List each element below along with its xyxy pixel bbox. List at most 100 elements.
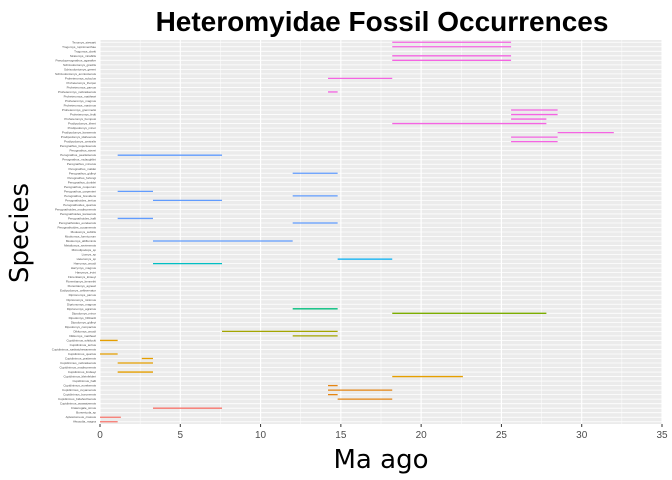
y-tick-label: Cupidinimus_prattensis <box>65 356 97 360</box>
x-tick-label: 10 <box>255 430 267 441</box>
y-tick-label: Craterogale_simus <box>71 406 97 410</box>
y-tick-label: Perognathus_coquorum <box>64 185 97 189</box>
y-tick-label: Alwoodia_magna <box>73 420 96 424</box>
y-tick-label: Proheteromys_bumpusi <box>64 117 96 121</box>
y-tick-label: Liomys_sp <box>82 253 97 257</box>
y-tick-label: Proheteromys_nebraskensis <box>58 90 97 94</box>
y-tick-label: Schizodontomys_greeni <box>64 67 96 71</box>
x-axis-ticks: 0 5 10 15 20 25 30 35 <box>97 424 668 441</box>
y-tick-label: Perognathus_furlongi <box>67 176 96 180</box>
segments <box>100 41 614 423</box>
y-tick-label: Florentiamys_kinseyi <box>68 275 96 279</box>
y-tick-label: Cupidinimus_avawatzensis <box>60 402 97 406</box>
y-tick-label: Metaliomys_sevierensis <box>64 244 96 248</box>
y-tick-label: Cupidinimus_eurekensis <box>63 384 96 388</box>
x-tick-label: 5 <box>178 430 184 441</box>
y-tick-label: Cupidinimus_madisonensis <box>59 366 96 370</box>
x-axis-title: Ma ago <box>334 445 429 475</box>
y-tick-label: Florentiamys_kennethi <box>66 280 97 284</box>
y-tick-label: Cupidinimus_boronensis <box>63 393 96 397</box>
y-tick-label: Prodipodomys_tiheni <box>68 122 96 126</box>
y-tick-label: Cupidinimus_quartus <box>68 352 97 356</box>
y-tick-label: Dipodomys_gidleyi <box>71 320 97 324</box>
x-tick-label: 15 <box>335 430 347 441</box>
y-tick-label: Perognathus_dunklei <box>68 180 97 184</box>
y-tick-label: Pseudoperognathus_agarafter <box>55 58 96 62</box>
y-tick-label: Eodipodomys_celtiservator <box>60 289 96 293</box>
y-tick-label: Mookomys_altifluminis <box>66 239 97 243</box>
y-tick-label: Cupidinimus_bidahochiensis <box>58 397 97 401</box>
y-tick-label: Proheteromys_magnus <box>65 99 97 103</box>
y-tick-label: Dipodomys_compactus <box>65 325 97 329</box>
y-tick-label: Cupidinimus_tertius <box>70 343 97 347</box>
y-tick-label: Cupidinimus_halli <box>72 379 96 383</box>
x-tick-label: 0 <box>97 430 103 441</box>
y-tick-label: Cupidinimus_kleinfelderi <box>63 375 96 379</box>
y-tick-label: Perognathus_minutus <box>67 162 97 166</box>
y-tick-label: Proheteromys_matthewi <box>64 94 97 98</box>
y-axis-title: Species <box>5 183 35 283</box>
y-tick-label: Proheteromys_thorpei <box>66 81 96 85</box>
y-tick-label: Cupidinimus_nebraskensis <box>60 361 96 365</box>
y-tick-label: Perognathus_brevidens <box>64 194 96 198</box>
y-tick-label: Mookomys_formicorum <box>65 235 97 239</box>
y-tick-label: Schizodontomys_amnicolensis <box>55 72 97 76</box>
y-tick-label: Perognathus_mclaughlini <box>62 158 96 162</box>
y-tick-label: Schizodontomys_gracilis <box>63 63 97 67</box>
grid <box>99 40 663 424</box>
y-tick-label: Trogomys_rupinimenthae <box>62 45 96 49</box>
y-tick-label: Prodipodomys_centralis <box>64 140 97 144</box>
y-tick-label: Perognathus_carpenteri <box>64 189 96 193</box>
y-tick-label: Texomys_stewarti <box>72 40 96 44</box>
y-tick-label: Perognathoides_madisonensis <box>55 207 97 211</box>
y-tick-label: Heteromys_sp <box>77 257 97 261</box>
y-tick-label: Trogomys_clarki <box>74 49 96 53</box>
x-tick-label: 35 <box>656 430 668 441</box>
y-tick-label: Florentiamys_agnewi <box>68 284 97 288</box>
y-tick-label: Prodipodomys_idahoensis <box>61 135 97 139</box>
y-tick-label: Proheteromys_gremmelsi <box>62 108 97 112</box>
x-tick-label: 30 <box>576 430 588 441</box>
y-tick-label: Diprionomys_parvus <box>69 293 97 297</box>
y-tick-label: Cupidinimus_lindsayi <box>68 370 97 374</box>
y-tick-label: Cupidinimus_cuyamensis <box>62 388 97 392</box>
y-tick-label: Diprionomys_magnus <box>67 302 97 306</box>
y-tick-label: Perognathus_gidleyi <box>69 171 97 175</box>
y-tick-label: Apletotomeus_crassus <box>66 415 97 419</box>
x-tick-label: 20 <box>416 430 428 441</box>
y-tick-label: Perognathus_pearlettensis <box>60 153 96 157</box>
y-tick-label: Perognathoides_halli <box>68 216 96 220</box>
y-tick-label: Perognathus_trojectioensis <box>60 144 97 148</box>
y-tick-label: Cupidinimus_saskatchewanensis <box>52 347 97 351</box>
y-tick-label: Dikkomys_matthewi <box>69 334 96 338</box>
y-tick-label: Proheteromys_maximus <box>64 104 97 108</box>
y-tick-label: Diprionomys_agrarius <box>67 307 97 311</box>
y-tick-label: Harrymys_woodi <box>74 262 97 266</box>
y-tick-label: Prodipodomys_minor <box>68 126 96 130</box>
chart-title: Heteromyidae Fossil Occurrences <box>156 6 609 37</box>
y-tick-label: Dipodomys_hibbardi <box>69 316 97 320</box>
y-tick-label: Proheteromys_parvus <box>67 85 97 89</box>
y-tick-label: Microdipodops_sp <box>72 248 97 252</box>
y-tick-label: Dipodomys_minor <box>72 311 96 315</box>
y-tick-label: Diprionomys_minimus <box>66 298 96 302</box>
y-tick-label: Harrymys_magnus <box>71 266 97 270</box>
y-tick-label: Stratomys_mirabilis <box>70 54 97 58</box>
y-tick-label: Prodipodomys_kansensis <box>62 131 97 135</box>
y-tick-label: Harrymys_irvini <box>75 271 96 275</box>
y-tick-label: Perognathus_stevei <box>69 149 96 153</box>
y-tick-label: Perognathoides_cuyamensis <box>57 225 96 229</box>
y-tick-label: Mookomys_subtilis <box>71 230 97 234</box>
y-tick-label: Cupidinimus_whitlocki <box>66 338 96 342</box>
y-axis-ticks: Texomys_stewartiTrogomys_rupinimenthaeTr… <box>52 40 97 423</box>
y-tick-label: Dikkomys_woodi <box>73 329 96 333</box>
y-tick-label: Proheteromys_sulculus <box>65 76 97 80</box>
y-tick-label: Perognathoides_quartus <box>63 203 96 207</box>
y-tick-label: Perognathus_maldei <box>68 167 96 171</box>
y-tick-label: Perognathoides_kansensis <box>60 212 97 216</box>
x-tick-label: 25 <box>496 430 508 441</box>
y-tick-label: Perognathoides_tertius <box>65 198 96 202</box>
y-tick-label: Bursericola_sp <box>76 411 96 415</box>
y-tick-label: Perognathoides_eurekensis <box>59 221 97 225</box>
